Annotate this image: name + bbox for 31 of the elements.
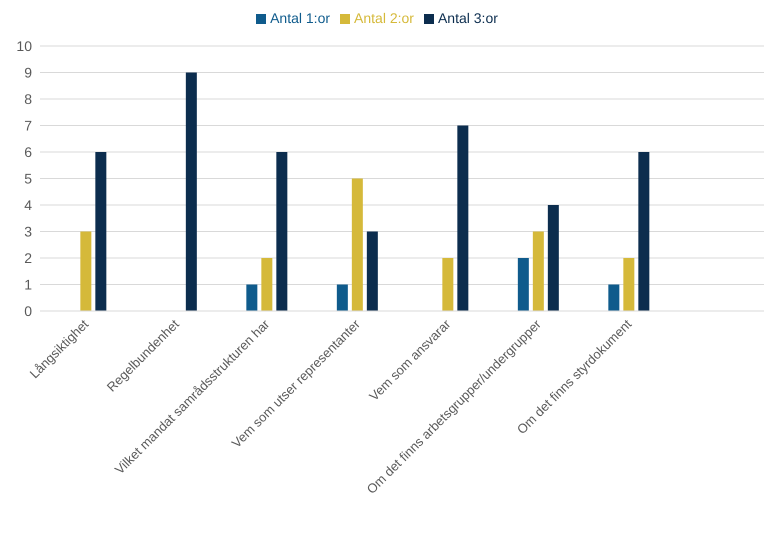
y-tick-label: 4: [24, 196, 32, 213]
y-tick-label: 9: [24, 64, 32, 80]
bar: [608, 284, 620, 311]
bar: [80, 232, 92, 311]
legend-label: Antal 3:or: [438, 10, 498, 26]
y-tick-label: 6: [24, 144, 32, 160]
y-tick-label: 10: [16, 38, 32, 54]
bar: [276, 152, 288, 311]
legend-label: Antal 1:or: [270, 10, 330, 26]
bar: [352, 178, 363, 311]
bar: [186, 72, 197, 311]
bar: [442, 258, 454, 311]
bar: [518, 258, 529, 311]
y-tick-label: 1: [24, 276, 32, 292]
y-tick-label: 7: [24, 117, 32, 134]
y-tick-label: 2: [24, 250, 32, 266]
bar: [366, 232, 378, 311]
bar: [457, 126, 468, 311]
y-tick-label: 5: [24, 170, 32, 186]
bar: [336, 284, 348, 311]
bar: [623, 258, 634, 311]
bar: [638, 152, 650, 311]
legend-label: Antal 2:or: [354, 10, 414, 26]
y-tick-label: 8: [24, 90, 32, 107]
bar: [532, 232, 544, 311]
bar: [246, 284, 258, 311]
bar: [548, 205, 559, 311]
bar: [95, 152, 106, 311]
bar: [261, 258, 272, 311]
y-tick-label: 0: [24, 302, 32, 319]
y-tick-label: 3: [24, 223, 32, 240]
